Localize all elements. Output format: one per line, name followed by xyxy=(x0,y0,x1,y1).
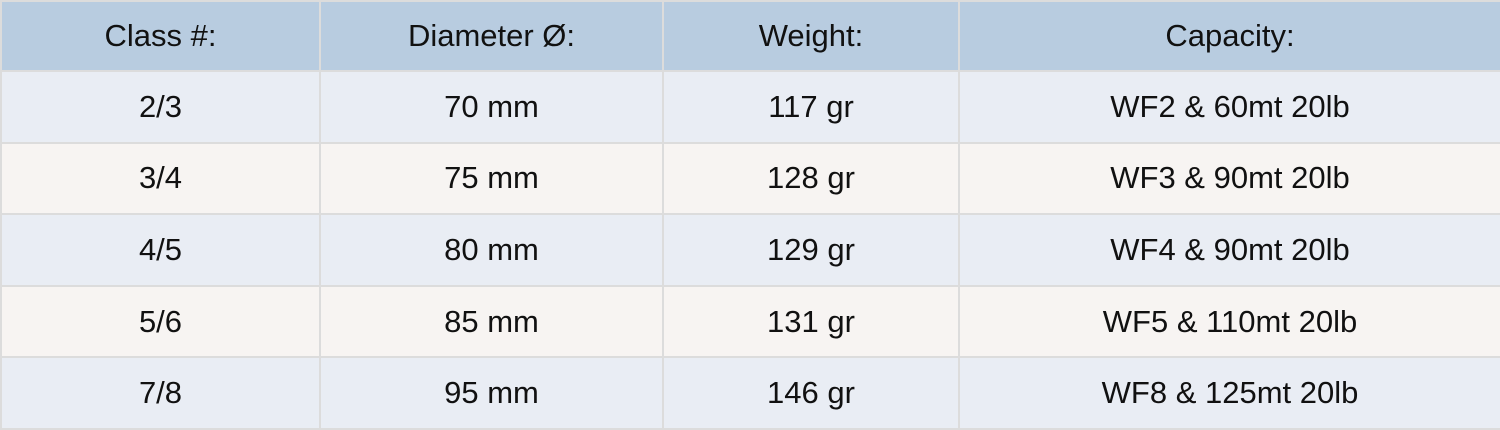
diameter-cell: 70 mm xyxy=(319,70,664,144)
class-cell: 7/8 xyxy=(0,356,321,430)
weight-cell: 128 gr xyxy=(662,141,960,216)
table-row: 5/6 85 mm 131 gr WF5 & 110mt 20lb xyxy=(0,284,1500,359)
diameter-cell: 85 mm xyxy=(319,284,664,359)
weight-cell: 131 gr xyxy=(662,284,960,359)
class-cell: 3/4 xyxy=(0,141,321,216)
capacity-cell: WF5 & 110mt 20lb xyxy=(958,284,1500,359)
diameter-cell: 80 mm xyxy=(319,213,664,287)
class-cell: 4/5 xyxy=(0,213,321,287)
capacity-cell: WF4 & 90mt 20lb xyxy=(958,213,1500,287)
header-class: Class #: xyxy=(0,0,321,72)
diameter-cell: 75 mm xyxy=(319,141,664,216)
weight-cell: 129 gr xyxy=(662,213,960,287)
header-row: Class #: Diameter Ø: Weight: Capacity: xyxy=(0,0,1500,72)
class-cell: 2/3 xyxy=(0,70,321,144)
class-cell: 5/6 xyxy=(0,284,321,359)
table-row: 4/5 80 mm 129 gr WF4 & 90mt 20lb xyxy=(0,213,1500,287)
table-row: 7/8 95 mm 146 gr WF8 & 125mt 20lb xyxy=(0,356,1500,430)
header-capacity: Capacity: xyxy=(958,0,1500,72)
capacity-cell: WF2 & 60mt 20lb xyxy=(958,70,1500,144)
capacity-cell: WF3 & 90mt 20lb xyxy=(958,141,1500,216)
table-row: 3/4 75 mm 128 gr WF3 & 90mt 20lb xyxy=(0,141,1500,216)
capacity-cell: WF8 & 125mt 20lb xyxy=(958,356,1500,430)
diameter-cell: 95 mm xyxy=(319,356,664,430)
weight-cell: 146 gr xyxy=(662,356,960,430)
header-diameter: Diameter Ø: xyxy=(319,0,664,72)
header-weight: Weight: xyxy=(662,0,960,72)
weight-cell: 117 gr xyxy=(662,70,960,144)
table-row: 2/3 70 mm 117 gr WF2 & 60mt 20lb xyxy=(0,70,1500,144)
